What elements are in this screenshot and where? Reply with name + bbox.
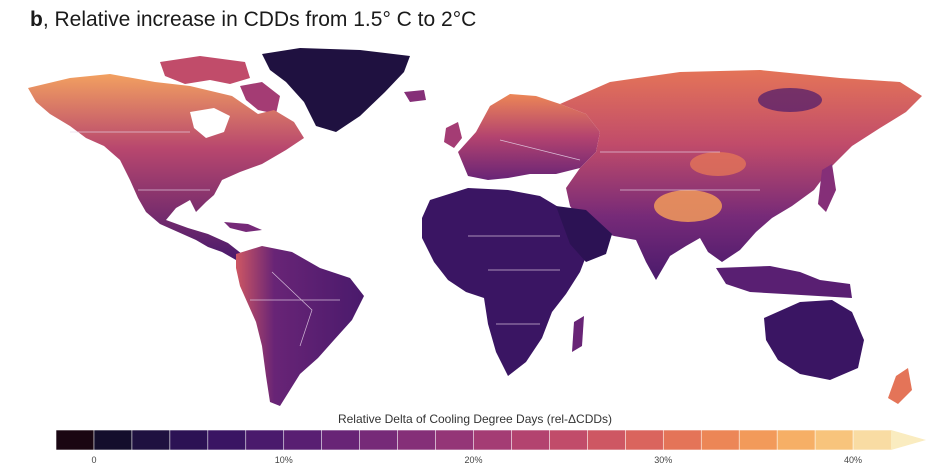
australia bbox=[764, 300, 864, 380]
colorbar-bin bbox=[776, 430, 816, 450]
colorbar-tick-label: 30% bbox=[654, 455, 673, 465]
colorbar-bin bbox=[814, 430, 854, 450]
colorbar-bin bbox=[435, 430, 475, 450]
map-title: b, Relative increase in CDDs from 1.5° C… bbox=[30, 8, 476, 32]
siberia-dark bbox=[758, 88, 822, 112]
colorbar-bin bbox=[321, 430, 361, 450]
title-text: , Relative increase in CDDs from 1.5° C … bbox=[42, 8, 477, 31]
colorbar-tick-label: 20% bbox=[464, 455, 483, 465]
colorbar-bin bbox=[738, 430, 778, 450]
colorbar-bin bbox=[587, 430, 626, 450]
japan bbox=[818, 164, 836, 212]
iceland bbox=[404, 90, 426, 102]
colorbar-bin bbox=[397, 430, 437, 450]
greenland bbox=[262, 48, 410, 132]
africa bbox=[422, 188, 590, 376]
colorbar-bin bbox=[207, 430, 247, 450]
colorbar-bin bbox=[131, 430, 171, 450]
colorbar-bin bbox=[56, 430, 95, 450]
colorbar-bin bbox=[625, 430, 664, 450]
madagascar bbox=[572, 316, 584, 352]
mongolia-region bbox=[690, 152, 746, 176]
north-america bbox=[28, 74, 304, 260]
caribbean-islands bbox=[224, 222, 262, 232]
british-isles bbox=[444, 122, 462, 148]
colorbar-bin bbox=[700, 430, 740, 450]
colorbar-bin bbox=[511, 430, 551, 450]
south-america bbox=[236, 246, 364, 406]
new-zealand bbox=[888, 368, 912, 404]
colorbar-bin bbox=[283, 430, 323, 450]
colorbar-tick-label: 0 bbox=[91, 455, 97, 465]
colorbar-bin bbox=[549, 430, 588, 450]
panel-letter: b bbox=[30, 8, 43, 31]
colorbar-bin bbox=[93, 430, 133, 450]
colorbar-tick-label: 10% bbox=[274, 455, 293, 465]
arabian-peninsula bbox=[556, 206, 612, 262]
arctic-islands bbox=[160, 56, 250, 84]
asia bbox=[560, 70, 922, 280]
southeast-asian-islands bbox=[716, 266, 852, 298]
colorbar-bin bbox=[473, 430, 513, 450]
colorbar-bin bbox=[852, 430, 892, 450]
colorbar-tick-label: 40% bbox=[844, 455, 863, 465]
colorbar-bin bbox=[169, 430, 209, 450]
baffin-island bbox=[240, 82, 280, 114]
colorbar-bin bbox=[662, 430, 702, 450]
colorbar-bin bbox=[359, 430, 399, 450]
colorbar-extend-arrow bbox=[891, 430, 926, 450]
legend-title: Relative Delta of Cooling Degree Days (r… bbox=[337, 412, 613, 426]
hudson-bay bbox=[190, 108, 230, 138]
tibetan-plateau bbox=[654, 190, 722, 222]
colorbar-bin bbox=[245, 430, 285, 450]
europe bbox=[458, 94, 600, 180]
country-borders bbox=[70, 131, 760, 347]
world-map bbox=[28, 48, 922, 406]
colorbar bbox=[56, 430, 926, 450]
